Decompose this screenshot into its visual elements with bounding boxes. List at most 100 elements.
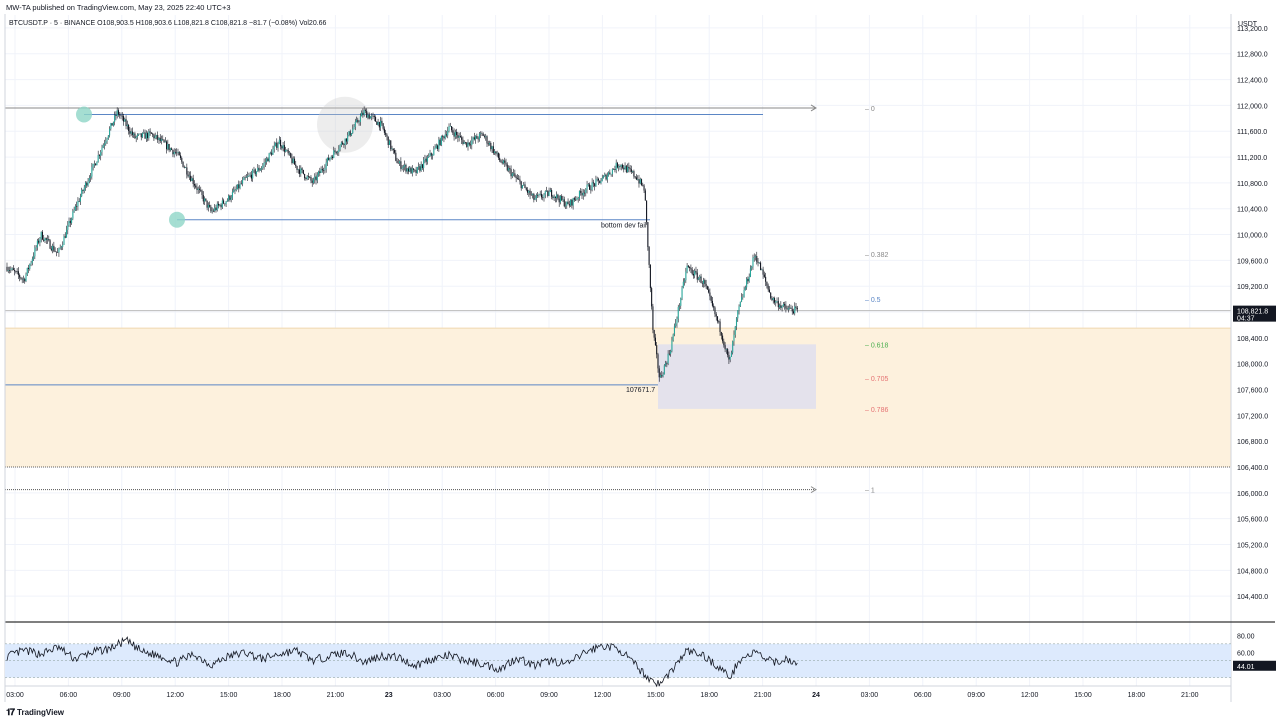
candle <box>248 175 250 177</box>
candle <box>195 185 197 188</box>
candle <box>356 119 358 122</box>
candle <box>633 171 635 177</box>
candle <box>675 323 677 327</box>
candle <box>124 119 126 122</box>
candle <box>109 128 111 136</box>
x-tick-label: 18:00 <box>1128 692 1146 699</box>
candle <box>55 251 57 253</box>
candle <box>600 181 602 184</box>
candle <box>714 307 716 315</box>
candle <box>95 163 97 166</box>
candle <box>107 135 109 139</box>
candle <box>535 195 537 199</box>
candle <box>715 314 717 317</box>
candle <box>179 155 182 159</box>
candle <box>43 239 45 241</box>
candle <box>71 218 73 224</box>
candle <box>412 168 415 170</box>
tradingview-footer[interactable]: 𝟏𝟕 TradingView <box>0 703 1280 721</box>
candle <box>443 136 445 139</box>
candle <box>796 307 798 310</box>
candle <box>722 335 724 342</box>
countdown-value: 04:37 <box>1237 316 1255 323</box>
candle <box>771 298 773 301</box>
candle <box>670 350 672 354</box>
candle <box>263 162 265 166</box>
y-tick-label: 109,600.0 <box>1237 258 1268 265</box>
y-tick-label: 110,400.0 <box>1237 207 1268 214</box>
candle <box>770 292 772 299</box>
candle <box>468 142 470 145</box>
candle <box>696 272 698 280</box>
candle <box>647 222 649 248</box>
candle <box>369 116 372 119</box>
candle <box>613 169 615 170</box>
candle <box>366 110 368 118</box>
candle <box>402 166 404 168</box>
ohlc-value: O108,903.5 <box>97 20 136 27</box>
y-tick-label: 113,200.0 <box>1237 26 1268 33</box>
candle <box>710 296 712 301</box>
candle <box>440 136 442 146</box>
candle <box>24 278 26 282</box>
candle <box>504 160 506 163</box>
candle <box>31 258 33 263</box>
candle <box>242 180 244 184</box>
y-tick-label: 108,400.0 <box>1237 336 1268 343</box>
candle <box>397 163 399 164</box>
candle <box>64 236 66 238</box>
candle <box>496 152 498 154</box>
candle <box>676 318 678 324</box>
candle <box>243 177 245 181</box>
candle <box>680 298 682 306</box>
candle <box>657 354 659 369</box>
candle <box>450 126 453 131</box>
candle <box>637 179 639 180</box>
candle <box>207 205 209 208</box>
candle <box>534 198 536 200</box>
candle <box>220 204 222 208</box>
candle <box>777 301 779 308</box>
candle <box>277 144 279 148</box>
candle <box>582 192 584 196</box>
candle <box>437 145 439 150</box>
candle <box>601 177 603 182</box>
candle <box>621 164 624 168</box>
candle <box>368 114 370 119</box>
candle <box>310 176 312 181</box>
candle <box>345 138 347 142</box>
candle <box>666 363 668 364</box>
candle <box>376 121 378 125</box>
arrow-icon <box>810 486 817 494</box>
candle <box>530 194 532 196</box>
candle <box>40 231 42 239</box>
candle <box>558 198 560 203</box>
candle <box>471 140 473 145</box>
candle <box>167 144 169 150</box>
candle <box>119 114 121 116</box>
candle <box>586 184 588 190</box>
candle <box>171 148 173 150</box>
candle <box>11 268 13 270</box>
symbol-ohlc-line: BTCUSDT.P · 5 · BINANCE O108,903.5 H108,… <box>9 20 327 27</box>
candle <box>381 120 383 124</box>
candle <box>121 115 123 117</box>
candle <box>309 176 311 178</box>
swing-high-marker <box>76 106 92 123</box>
candle <box>467 142 469 147</box>
candle <box>46 239 49 240</box>
candle <box>200 189 202 191</box>
candle <box>33 256 35 259</box>
candle <box>567 201 569 205</box>
candle <box>162 139 164 140</box>
candle <box>678 305 681 308</box>
x-tick-label: 12:00 <box>1021 692 1039 699</box>
x-tick-label: 24 <box>812 692 820 699</box>
candle <box>88 178 90 182</box>
candle <box>268 153 270 162</box>
candle <box>532 193 534 195</box>
candle <box>386 134 388 137</box>
candle <box>328 157 330 161</box>
candle <box>290 153 292 158</box>
